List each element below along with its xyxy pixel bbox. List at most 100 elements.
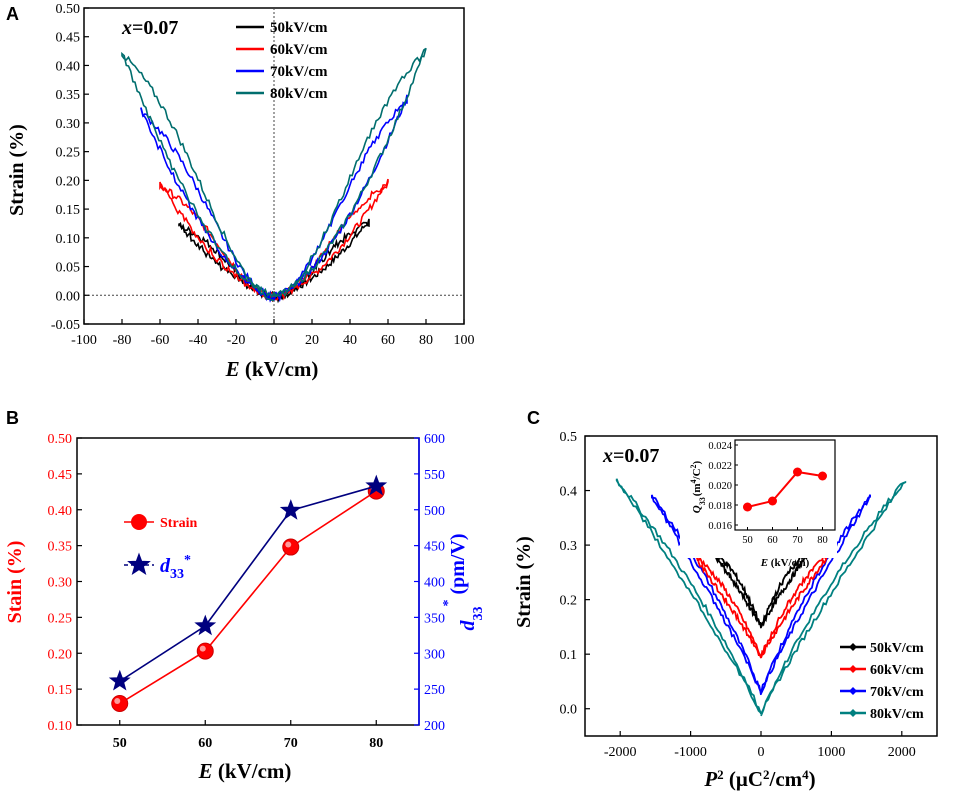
y-tick-label: 0.35 xyxy=(56,88,81,103)
y-tick-label: 0.0 xyxy=(560,703,578,718)
x-tick-label: 50 xyxy=(113,736,127,751)
panel-c-y-label: Strain (%) xyxy=(513,536,535,628)
legend-label-strain: Strain xyxy=(160,516,198,531)
y-tick-label: 0.3 xyxy=(560,539,578,554)
strain-point-highlight xyxy=(199,645,206,652)
series-line-80kV-cm xyxy=(615,478,907,717)
d33-point xyxy=(279,499,302,520)
panel-a-x-label-var: E xyxy=(225,357,240,381)
x-tick-label: 60 xyxy=(198,736,212,751)
y-tick-label: 0.25 xyxy=(56,146,81,161)
panel-c-inset: 0.016 0.018 0.020 0.022 0.024 50 60 70 80 Q33(m… xyxy=(680,438,837,569)
y-tick-label-left: 0.35 xyxy=(48,540,73,555)
panel-a-x-label: E (kV/cm) xyxy=(225,357,319,381)
y-tick-label: 0.2 xyxy=(560,594,578,609)
panel-b-series xyxy=(108,474,388,712)
panel-c-annotation: x=0.07 xyxy=(602,445,659,467)
legend-swatch-circle xyxy=(131,514,147,530)
panel-c-x-label: P2 (μC2/cm4) xyxy=(703,767,815,792)
panel-b: B 0.10 0.15 0.20 0.25 0.30 0.35 0.40 0.45 0.50 2… xyxy=(4,408,486,783)
y-tick-label-right: 500 xyxy=(424,504,445,519)
y-tick-label-right: 550 xyxy=(424,468,445,483)
legend-label: 50kV/cm xyxy=(870,641,924,656)
panel-b-x-label-var: E xyxy=(198,759,213,783)
legend-label: 70kV/cm xyxy=(870,685,924,700)
inset-series-line xyxy=(747,470,823,508)
x-tick-label: 0 xyxy=(271,333,278,348)
y-tick-label-left: 0.45 xyxy=(48,468,73,483)
x-tick-label: -20 xyxy=(227,333,246,348)
inset-point xyxy=(743,502,752,512)
legend-label: 50kV/cm xyxy=(270,20,328,36)
legend-marker xyxy=(849,665,857,673)
y-tick-label: 0.50 xyxy=(56,2,81,17)
y-tick-label-left: 0.10 xyxy=(48,719,73,734)
inset-point xyxy=(768,496,777,506)
legend-marker xyxy=(849,709,857,717)
y-tick-label-left: 0.20 xyxy=(48,647,73,662)
x-tick-label: 40 xyxy=(343,333,357,348)
inset-y-label: Q33(m4/C2) xyxy=(689,460,707,513)
x-tick-label: -60 xyxy=(151,333,170,348)
inset-y-tick-label: 0.022 xyxy=(708,461,732,472)
y-tick-label-left: 0.15 xyxy=(48,683,73,698)
x-tick-label: -40 xyxy=(189,333,208,348)
x-tick-label: -1000 xyxy=(674,745,707,760)
inset-series xyxy=(743,467,827,512)
panel-c-y-axis: 0.0 0.1 0.2 0.3 0.4 0.5 xyxy=(560,430,590,718)
panel-a: A -0.05 0.00 0.05 0.10 0.15 0.20 0.25 0.30 0.35 0… xyxy=(6,2,475,381)
y-tick-label: 0.10 xyxy=(56,232,81,247)
panel-c-legend: 50kV/cm 60kV/cm 70kV/cm 80kV/cm xyxy=(840,641,924,722)
x-tick-label: 2000 xyxy=(888,745,916,760)
legend-label: 70kV/cm xyxy=(270,64,328,80)
y-tick-label-left: 0.40 xyxy=(48,504,73,519)
panel-b-x-axis: 50 60 70 80 xyxy=(113,720,383,751)
strain-point xyxy=(196,642,214,660)
y-tick-label-right: 250 xyxy=(424,683,445,698)
inset-y-tick-label: 0.024 xyxy=(708,441,732,452)
panel-a-legend: 50kV/cm 60kV/cm 70kV/cm 80kV/cm xyxy=(236,20,328,102)
y-tick-label-left: 0.50 xyxy=(48,432,73,447)
y-tick-label: 0.05 xyxy=(56,261,81,276)
series-line-d33star xyxy=(119,485,377,682)
series-line-70kV-cm xyxy=(140,94,408,303)
inset-x-tick-label: 80 xyxy=(817,535,828,546)
panel-a-x-axis: -100 -80 -60 -40 -20 0 20 40 60 80 100 xyxy=(71,319,475,348)
x-tick-label: 100 xyxy=(454,333,475,348)
y-tick-label: 0.1 xyxy=(560,648,578,663)
inset-x-axis: 50 60 70 80 xyxy=(742,527,828,546)
legend-label: 60kV/cm xyxy=(870,663,924,678)
y-tick-label-left: 0.25 xyxy=(48,611,73,626)
inset-y-tick-label: 0.018 xyxy=(708,501,732,512)
d33-point xyxy=(194,614,217,636)
x-tick-label: 70 xyxy=(284,736,298,751)
legend-label: 80kV/cm xyxy=(270,86,328,102)
panel-b-plot-frame xyxy=(76,437,420,726)
inset-point xyxy=(793,467,802,477)
strain-point-highlight xyxy=(114,697,121,704)
y-tick-label-left: 0.30 xyxy=(48,576,73,591)
panel-a-annotation: x=0.07 xyxy=(121,17,178,39)
panel-b-x-label: E (kV/cm) xyxy=(198,759,292,783)
y-tick-label-right: 600 xyxy=(424,432,445,447)
x-tick-label: 1000 xyxy=(817,745,845,760)
x-tick-label: -2000 xyxy=(604,745,637,760)
panel-c: C 0.0 0.1 0.2 0.3 0.4 0.5 -2000 -1000 0 1000 2000… xyxy=(513,408,938,792)
y-tick-label-right: 450 xyxy=(424,540,445,555)
panel-b-left-y-label: Stain (%) xyxy=(4,541,26,624)
legend-marker xyxy=(849,643,857,651)
legend-label: 60kV/cm xyxy=(270,42,328,58)
y-tick-label: 0.00 xyxy=(56,289,81,304)
inset-x-label: E (kV/cm) xyxy=(760,557,810,569)
strain-point xyxy=(282,538,300,556)
panel-a-letter: A xyxy=(6,4,19,24)
series-line-60kV-cm xyxy=(689,547,833,659)
strain-point xyxy=(111,694,129,712)
panel-a-series xyxy=(121,47,427,304)
panel-a-x-label-unit: (kV/cm) xyxy=(240,357,319,381)
legend-label-d33: d33* xyxy=(160,553,191,582)
x-tick-label: 60 xyxy=(381,333,395,348)
y-tick-label: 0.4 xyxy=(560,485,578,500)
y-tick-label: 0.15 xyxy=(56,203,81,218)
